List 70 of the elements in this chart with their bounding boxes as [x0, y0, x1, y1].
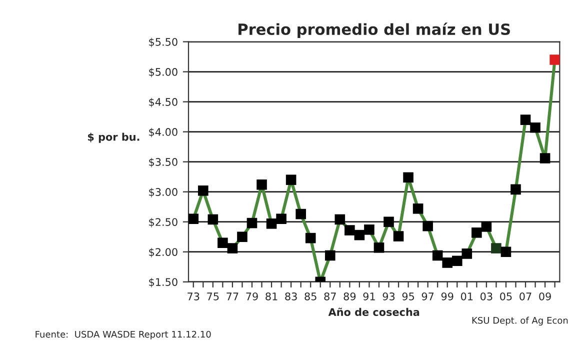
x-tick-label: 89	[344, 292, 356, 300]
y-tick-label: $2.50	[149, 218, 178, 228]
x-tick-label: 87	[324, 292, 336, 300]
y-tick-label: $5.50	[149, 38, 178, 48]
point	[472, 228, 482, 238]
x-tick-label: 99	[441, 292, 454, 300]
point	[403, 172, 414, 183]
point	[393, 231, 404, 242]
point	[412, 203, 424, 214]
point	[462, 248, 472, 259]
x-tick-label: 05	[500, 292, 512, 300]
point	[227, 243, 238, 254]
text: KSU Dept. of Ag Econ	[472, 316, 568, 326]
point	[246, 218, 258, 228]
x-tick-label: 81	[266, 292, 278, 300]
point	[198, 185, 208, 196]
x-tick-label: 91	[363, 292, 375, 300]
point	[296, 208, 306, 220]
point	[452, 256, 462, 266]
y-tick-label: $4.00	[149, 128, 178, 138]
point	[364, 224, 374, 235]
x-tick-label: 09	[539, 292, 551, 300]
point	[354, 230, 365, 240]
chart-title: Precio promedio del maíz en US	[238, 22, 510, 38]
point	[188, 214, 199, 224]
x-tick-label: 95	[402, 292, 414, 300]
y-tick-label: $5.00	[149, 68, 178, 78]
x-tick-label: 73	[188, 292, 200, 300]
y-tick-label: $1.50	[149, 278, 178, 288]
y-tick-label: $3.00	[149, 188, 178, 198]
y-axis-title: $ por bu.	[88, 132, 140, 143]
point	[491, 243, 502, 254]
x-tick-label: 97	[422, 292, 434, 300]
x-tick-label: 85	[304, 292, 316, 300]
x-tick-label: 07	[520, 292, 532, 300]
point	[520, 114, 531, 125]
x-tick-label: 01	[460, 292, 473, 300]
point	[276, 214, 286, 224]
point	[266, 218, 277, 229]
point	[384, 216, 394, 227]
x-tick-label: 75	[207, 292, 219, 300]
point	[305, 232, 316, 244]
point	[432, 250, 443, 261]
point	[530, 122, 540, 133]
point	[481, 222, 492, 232]
x-tick-label: 77	[226, 292, 238, 300]
x-tick-label: 93	[382, 292, 395, 300]
point	[256, 179, 267, 190]
source-note: Fuente: USDA WASDE Report 11.12.10	[36, 330, 211, 340]
point	[510, 184, 521, 195]
point	[334, 214, 346, 225]
point	[500, 246, 512, 258]
point	[237, 232, 248, 242]
x-tick-label: 79	[246, 292, 258, 300]
point	[374, 242, 384, 253]
y-tick-label: $4.50	[149, 98, 178, 108]
x-tick-label: 83	[285, 292, 297, 300]
y-tick-label: $2.00	[149, 248, 178, 258]
point	[550, 54, 560, 65]
y-tick-label: $3.50	[149, 158, 178, 168]
x-axis-title: Año de cosecha	[328, 308, 420, 316]
x-tick-label: 03	[480, 292, 492, 300]
point	[324, 250, 336, 261]
point	[442, 258, 453, 268]
point	[422, 220, 433, 232]
point	[286, 174, 296, 185]
point	[344, 225, 355, 236]
point	[540, 153, 550, 164]
point	[218, 238, 228, 248]
point	[208, 214, 218, 225]
